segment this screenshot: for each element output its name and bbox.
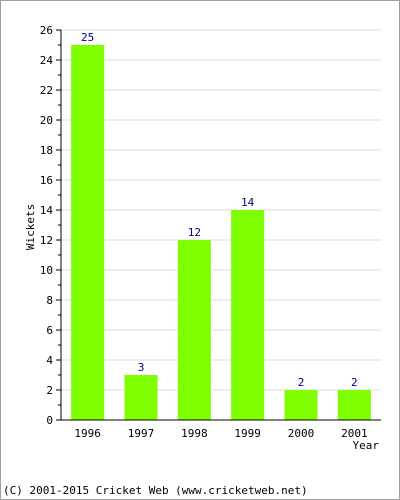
y-tick-label: 10 (40, 264, 53, 277)
y-tick-label: 22 (40, 84, 53, 97)
data-label: 14 (241, 196, 255, 209)
x-tick-label: 1997 (128, 427, 155, 440)
axes (56, 29, 381, 421)
y-axis-label: Wickets (24, 204, 37, 250)
bar-1996 (71, 45, 105, 420)
bar-2001 (337, 390, 371, 420)
bar-1998 (177, 240, 211, 420)
data-label: 2 (298, 376, 305, 389)
data-label: 2 (351, 376, 358, 389)
bars (71, 45, 371, 420)
y-tick-label: 4 (46, 354, 53, 367)
y-tick-label: 16 (40, 174, 53, 187)
data-labels: 25 3 12 14 2 2 (81, 31, 358, 389)
bar-1997 (124, 375, 158, 420)
y-tick-label: 0 (46, 414, 53, 427)
data-label: 3 (138, 361, 145, 374)
bar-2000 (284, 390, 318, 420)
data-label: 12 (188, 226, 201, 239)
y-tick-label: 26 (40, 24, 53, 37)
x-tick-labels: 1996 1997 1998 1999 2000 2001 (74, 427, 367, 440)
grid-lines (61, 29, 381, 391)
x-axis-label: Year (353, 439, 380, 452)
y-tick-label: 8 (46, 294, 53, 307)
bar-1999 (231, 210, 265, 420)
y-tick-label: 24 (40, 54, 54, 67)
x-tick-label: 1998 (181, 427, 208, 440)
y-tick-label: 6 (46, 324, 53, 337)
data-label: 25 (81, 31, 94, 44)
x-tick-label: 1999 (234, 427, 261, 440)
x-tick-label: 2000 (288, 427, 315, 440)
y-tick-label: 2 (46, 384, 53, 397)
x-tick-label: 1996 (74, 427, 101, 440)
y-tick-label: 14 (40, 204, 54, 217)
y-tick-label: 20 (40, 114, 53, 127)
x-tick-label: 2001 (341, 427, 368, 440)
copyright-footer: (C) 2001-2015 Cricket Web (www.cricketwe… (3, 484, 308, 497)
y-tick-label: 12 (40, 234, 53, 247)
y-tick-label: 18 (40, 144, 53, 157)
